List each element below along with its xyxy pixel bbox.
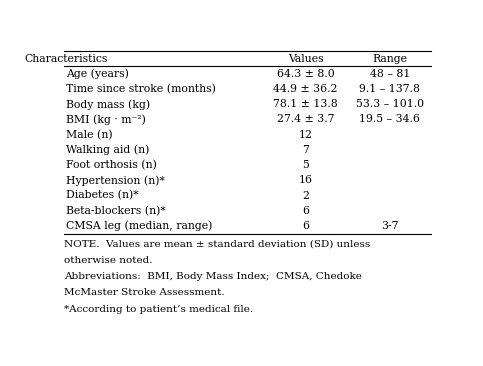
Text: NOTE.  Values are mean ± standard deviation (SD) unless: NOTE. Values are mean ± standard deviati… (64, 239, 370, 248)
Text: 16: 16 (298, 175, 313, 185)
Text: CMSA leg (median, range): CMSA leg (median, range) (66, 221, 213, 231)
Text: 44.9 ± 36.2: 44.9 ± 36.2 (273, 84, 338, 94)
Text: 19.5 – 34.6: 19.5 – 34.6 (359, 115, 420, 124)
Text: 3-7: 3-7 (381, 221, 398, 231)
Text: 5: 5 (302, 160, 309, 170)
Text: 64.3 ± 8.0: 64.3 ± 8.0 (277, 69, 334, 79)
Text: 9.1 – 137.8: 9.1 – 137.8 (359, 84, 420, 94)
Text: otherwise noted.: otherwise noted. (64, 255, 153, 265)
Text: 27.4 ± 3.7: 27.4 ± 3.7 (277, 115, 334, 124)
Text: Body mass (kg): Body mass (kg) (66, 99, 150, 109)
Text: 78.1 ± 13.8: 78.1 ± 13.8 (273, 99, 338, 109)
Text: Male (n): Male (n) (66, 130, 113, 140)
Text: Abbreviations:  BMI, Body Mass Index;  CMSA, Chedoke: Abbreviations: BMI, Body Mass Index; CMS… (64, 272, 362, 281)
Text: Range: Range (372, 53, 407, 64)
Text: Age (years): Age (years) (66, 68, 129, 79)
Text: 6: 6 (302, 221, 309, 231)
Text: Hypertension (n)*: Hypertension (n)* (66, 175, 165, 186)
Text: 53.3 – 101.0: 53.3 – 101.0 (355, 99, 424, 109)
Text: Time since stroke (months): Time since stroke (months) (66, 84, 216, 94)
Text: 7: 7 (302, 145, 309, 155)
Text: 12: 12 (298, 130, 313, 140)
Text: Values: Values (288, 53, 324, 64)
Text: Walking aid (n): Walking aid (n) (66, 145, 149, 155)
Text: 2: 2 (302, 191, 309, 201)
Text: 48 – 81: 48 – 81 (369, 69, 410, 79)
Text: Foot orthosis (n): Foot orthosis (n) (66, 160, 157, 170)
Text: *According to patient’s medical file.: *According to patient’s medical file. (64, 305, 253, 314)
Text: Beta-blockers (n)*: Beta-blockers (n)* (66, 206, 166, 216)
Text: McMaster Stroke Assessment.: McMaster Stroke Assessment. (64, 288, 225, 297)
Text: Diabetes (n)*: Diabetes (n)* (66, 190, 139, 201)
Text: 6: 6 (302, 206, 309, 216)
Text: BMI (kg · m⁻²): BMI (kg · m⁻²) (66, 114, 146, 125)
Text: Characteristics: Characteristics (24, 53, 108, 64)
